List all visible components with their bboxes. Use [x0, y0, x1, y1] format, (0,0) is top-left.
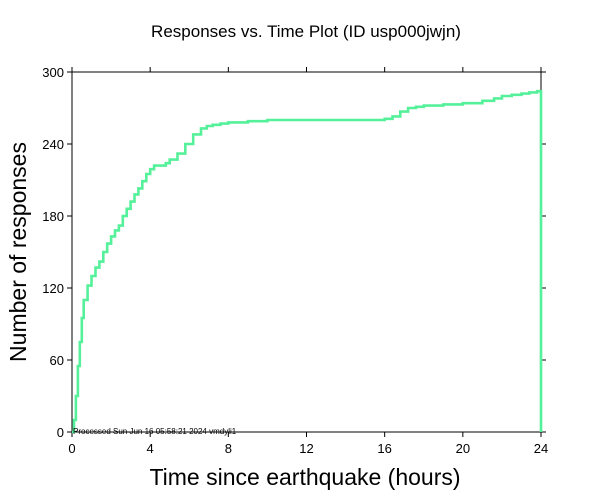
x-tick-label: 16 — [377, 441, 391, 456]
x-axis-label: Time since earthquake (hours) — [149, 464, 460, 490]
x-tick-label: 8 — [225, 441, 232, 456]
y-tick-label: 60 — [50, 353, 64, 368]
x-tick-label: 20 — [456, 441, 470, 456]
y-tick-label: 180 — [42, 209, 64, 224]
x-tick-label: 4 — [147, 441, 154, 456]
processed-annotation: Processed Sun Jun 16 05:58:21 2024 vmdyl… — [73, 427, 237, 436]
x-tick-label: 12 — [299, 441, 313, 456]
x-tick-label: 24 — [534, 441, 548, 456]
y-tick-label: 240 — [42, 137, 64, 152]
y-axis-label: Number of responses — [5, 142, 31, 362]
y-axis-ticks: 0 60 120 180 240 300 — [42, 65, 546, 440]
responses-series-line — [72, 89, 543, 434]
y-tick-label: 0 — [57, 425, 64, 440]
x-axis-ticks: 0 4 8 12 16 20 24 — [68, 67, 548, 456]
chart-title: Responses vs. Time Plot (ID usp000jwjn) — [151, 22, 461, 41]
x-tick-label: 0 — [68, 441, 75, 456]
plot-frame — [71, 71, 542, 433]
plot-border — [71, 71, 542, 433]
y-tick-label: 120 — [42, 281, 64, 296]
y-tick-label: 300 — [42, 65, 64, 80]
